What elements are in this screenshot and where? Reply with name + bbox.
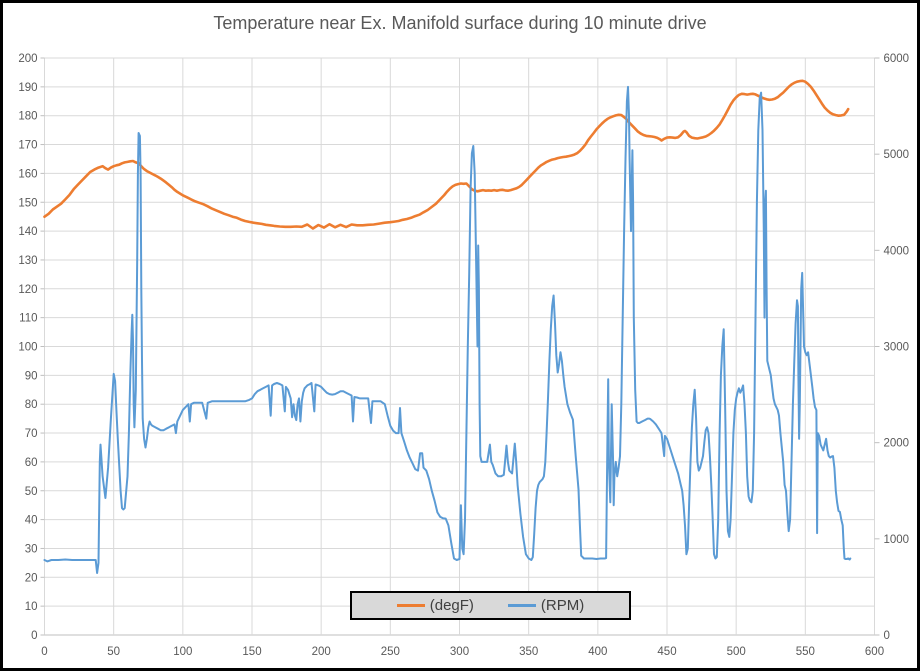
x-axis-tick-label: 600 — [865, 646, 884, 658]
x-axis-tick-label: 400 — [588, 646, 607, 658]
left-axis-tick-label: 200 — [18, 53, 37, 65]
rpm-line-swatch — [507, 604, 536, 607]
left-axis-tick-label: 40 — [25, 515, 38, 527]
chart-title: Temperature near Ex. Manifold surface du… — [213, 13, 707, 33]
series-line-rpm — [43, 85, 852, 574]
x-axis-tick-label: 500 — [727, 646, 746, 658]
left-axis-tick-label: 60 — [25, 457, 38, 469]
left-axis-tick-label: 90 — [25, 370, 38, 382]
left-axis-tick-label: 120 — [18, 284, 37, 296]
right-axis-tick-label: 6000 — [884, 53, 910, 65]
left-axis-tick-label: 160 — [18, 168, 37, 180]
left-axis-tick-label: 170 — [18, 140, 37, 152]
left-axis-tick-label: 150 — [18, 197, 37, 209]
legend[interactable]: (degF) (RPM) — [350, 591, 631, 620]
x-axis-tick-label: 150 — [242, 646, 261, 658]
left-axis-tick-label: 10 — [25, 601, 38, 613]
left-axis-tick-label: 20 — [25, 572, 38, 584]
x-axis-tick-label: 450 — [657, 646, 676, 658]
left-axis-tick-label: 80 — [25, 399, 38, 411]
series-line-degf — [43, 79, 850, 230]
x-axis-tick-label: 200 — [312, 646, 331, 658]
x-axis-tick-label: 550 — [796, 646, 815, 658]
x-axis-tick-label: 250 — [381, 646, 400, 658]
legend-item-degf[interactable]: (degF) — [396, 597, 474, 614]
right-axis-tick-label: 0 — [884, 630, 890, 642]
plot-area: 0 10 20 30 40 50 60 70 80 90 100 110 120 130 140 150 160… — [18, 53, 910, 658]
x-axis-tick-label: 0 — [41, 646, 47, 658]
left-axis-tick-label: 130 — [18, 255, 37, 267]
right-axis-tick-label: 3000 — [884, 342, 910, 354]
legend-item-rpm[interactable]: (RPM) — [507, 597, 585, 614]
left-axis-tick-label: 180 — [18, 111, 37, 123]
right-axis-tick-label: 4000 — [884, 245, 910, 257]
x-axis-tick-label: 100 — [173, 646, 192, 658]
x-axis-tick-label: 50 — [107, 646, 120, 658]
x-axis-tick-label: 350 — [519, 646, 538, 658]
left-axis-tick-label: 70 — [25, 428, 38, 440]
right-axis-tick-label: 1000 — [884, 534, 910, 546]
left-axis-tick-label: 50 — [25, 486, 38, 498]
right-axis-tick-label: 2000 — [884, 438, 910, 450]
right-axis-tick-label: 5000 — [884, 149, 910, 161]
x-axis-tick-label: 300 — [450, 646, 469, 658]
left-axis-tick-label: 110 — [19, 313, 37, 325]
degf-line-swatch — [396, 604, 425, 607]
left-axis-tick-label: 30 — [25, 543, 38, 555]
left-axis-tick-label: 140 — [18, 226, 37, 238]
rpm-legend-label: (RPM) — [540, 597, 585, 614]
degf-legend-label: (degF) — [429, 597, 474, 614]
left-axis-tick-label: 190 — [18, 82, 37, 94]
left-axis-tick-label: 100 — [18, 342, 37, 354]
left-axis-tick-label: 0 — [31, 630, 37, 642]
